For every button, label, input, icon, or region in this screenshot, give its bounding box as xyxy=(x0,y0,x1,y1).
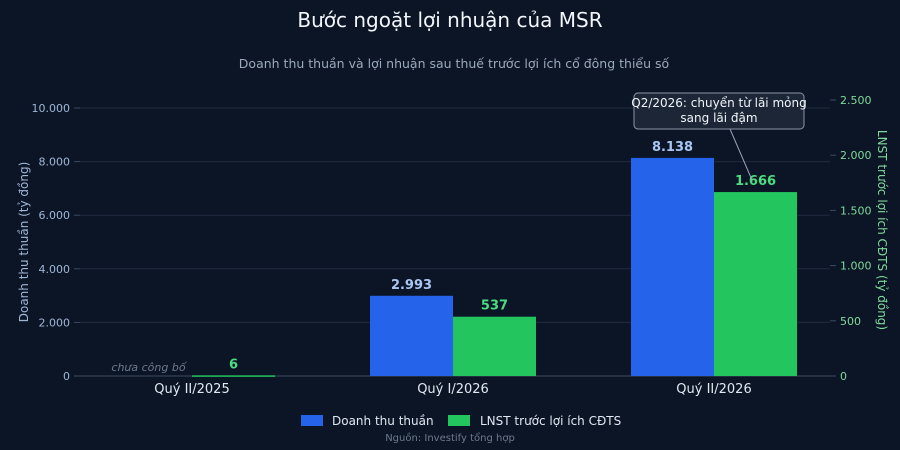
revenue-bar xyxy=(631,157,714,376)
right-axis-ticks: 0 500 1.000 1.500 2.000 2.500 xyxy=(830,94,872,383)
left-tick-label: 10.000 xyxy=(32,102,71,115)
annotation-line-2: sang lãi đậm xyxy=(680,111,757,125)
legend-swatch-profit xyxy=(448,415,470,426)
right-tick-label: 2.500 xyxy=(840,94,872,107)
profit-data-label: 1.666 xyxy=(735,174,776,189)
revenue-bar xyxy=(370,295,453,376)
legend-label-profit: LNST trước lợi ích CĐTS xyxy=(480,414,621,428)
right-tick-label: 2.000 xyxy=(840,149,872,162)
missing-data-note: chưa công bố xyxy=(111,361,187,374)
right-tick-label: 0 xyxy=(840,370,847,383)
revenue-data-label: 2.993 xyxy=(391,278,432,293)
left-tick-label: 0 xyxy=(63,370,70,383)
profit-data-label: 537 xyxy=(481,299,508,314)
revenue-data-label: 8.138 xyxy=(652,140,693,155)
source-note: Nguồn: Investify tổng hợp xyxy=(385,431,515,444)
left-tick-label: 2.000 xyxy=(39,316,71,329)
legend: Doanh thu thuần LNST trước lợi ích CĐTS xyxy=(301,414,621,428)
category-label: Quý II/2025 xyxy=(154,382,229,397)
annotation-line-1: Q2/2026: chuyển từ lãi mỏng xyxy=(631,96,806,110)
profit-bar xyxy=(714,192,797,376)
annotation-arrow xyxy=(729,128,753,181)
left-axis-ticks: 0 2.000 4.000 6.000 8.000 10.000 xyxy=(32,102,80,383)
right-axis-title: LNST trước lợi ích CĐTS (tỷ đồng) xyxy=(875,130,889,330)
category-label: Quý II/2026 xyxy=(676,382,751,397)
right-tick-label: 1.500 xyxy=(840,204,872,217)
left-tick-label: 6.000 xyxy=(39,209,71,222)
category-labels: Quý II/2025 Quý I/2026 Quý II/2026 xyxy=(154,382,751,397)
legend-label-revenue: Doanh thu thuần xyxy=(332,414,434,428)
data-labels: chưa công bố 6 2.993 537 8.138 1.666 xyxy=(111,140,776,374)
legend-swatch-revenue xyxy=(301,415,323,426)
right-tick-label: 500 xyxy=(840,315,861,328)
profit-data-label: 6 xyxy=(229,357,238,372)
left-tick-label: 8.000 xyxy=(39,156,71,169)
left-tick-label: 4.000 xyxy=(39,263,71,276)
left-axis-title: Doanh thu thuần (tỷ đồng) xyxy=(17,162,31,323)
bars xyxy=(192,157,797,377)
annotation-callout: Q2/2026: chuyển từ lãi mỏng sang lãi đậm xyxy=(631,92,807,181)
annotation-box xyxy=(633,92,805,130)
category-label: Quý I/2026 xyxy=(417,382,489,397)
profit-bar xyxy=(453,316,536,376)
right-tick-label: 1.000 xyxy=(840,260,872,273)
chart-title: Bước ngoặt lợi nhuận của MSR xyxy=(297,8,602,32)
chart-subtitle: Doanh thu thuần và lợi nhuận sau thuế tr… xyxy=(239,56,670,71)
profit-bar xyxy=(192,375,275,377)
